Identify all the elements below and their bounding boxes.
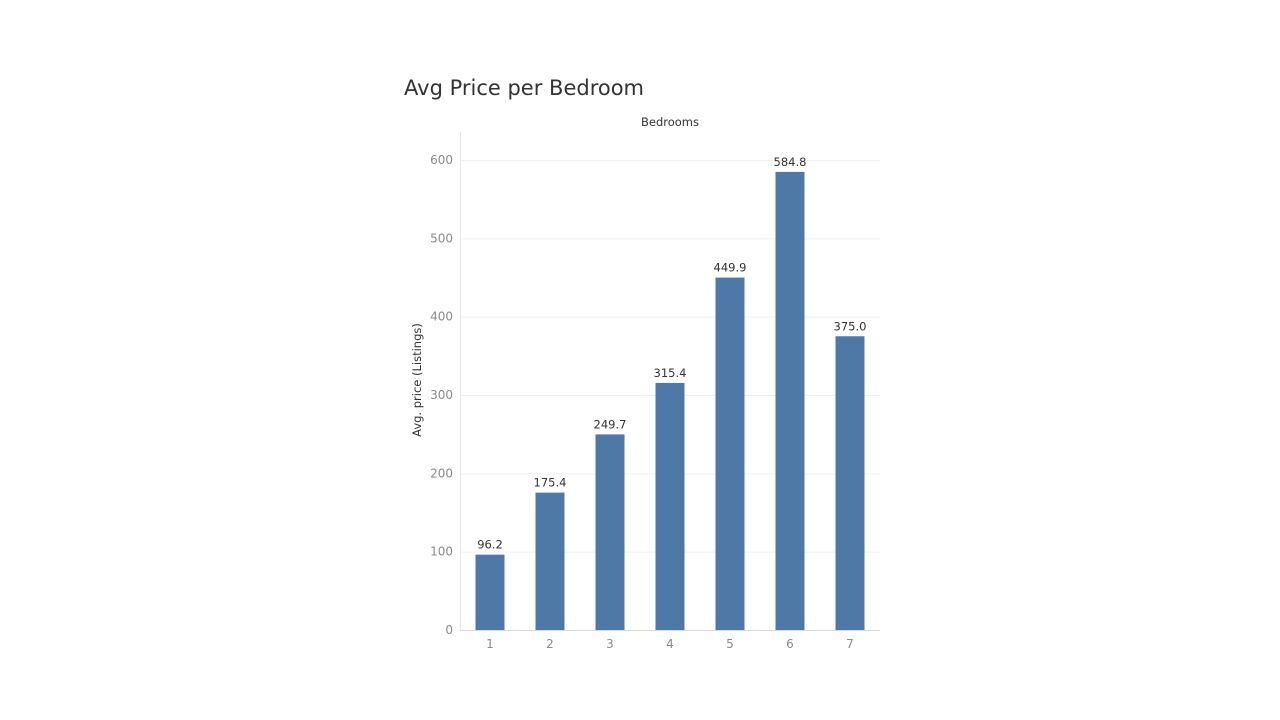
- y-tick-label: 200: [430, 466, 453, 480]
- bar: [535, 492, 565, 630]
- bar-value-label: 584.8: [774, 155, 807, 169]
- bar: [595, 434, 625, 630]
- bar-value-label: 375.0: [834, 319, 867, 333]
- bar-value-label: 315.4: [654, 366, 687, 380]
- bar-value-label: 449.9: [714, 261, 747, 275]
- x-tick-label: 5: [726, 637, 734, 651]
- y-tick-label: 400: [430, 310, 453, 324]
- bars: 96.2 175.4 249.7 315.4 449.9 584.8 375.0: [475, 155, 867, 630]
- y-axis-label: Avg. price (Listings): [410, 323, 424, 437]
- y-tick-label: 0: [445, 623, 453, 637]
- x-tick-labels: 1 2 3 4 5 6 7: [486, 637, 854, 651]
- bar: [775, 171, 805, 630]
- x-tick-label: 7: [846, 637, 854, 651]
- x-tick-label: 3: [606, 637, 614, 651]
- bar-value-label: 175.4: [534, 476, 567, 490]
- column-header: Bedrooms: [641, 115, 699, 129]
- y-tick-label: 600: [430, 153, 453, 167]
- y-tick-label: 100: [430, 545, 453, 559]
- y-tick-label: 500: [430, 231, 453, 245]
- y-tick-label: 300: [430, 388, 453, 402]
- x-tick-label: 2: [546, 637, 554, 651]
- x-tick-label: 4: [666, 637, 674, 651]
- bar-value-label: 96.2: [477, 538, 503, 552]
- x-tick-label: 1: [486, 637, 494, 651]
- bar: [835, 336, 865, 630]
- x-tick-label: 6: [786, 637, 794, 651]
- y-tick-labels: 0 100 200 300 400 500 600: [430, 153, 453, 637]
- bar: [715, 277, 745, 630]
- bar: [655, 382, 685, 630]
- bar-value-label: 249.7: [594, 417, 627, 431]
- chart-title: Avg Price per Bedroom: [404, 76, 645, 100]
- bar: [475, 554, 505, 630]
